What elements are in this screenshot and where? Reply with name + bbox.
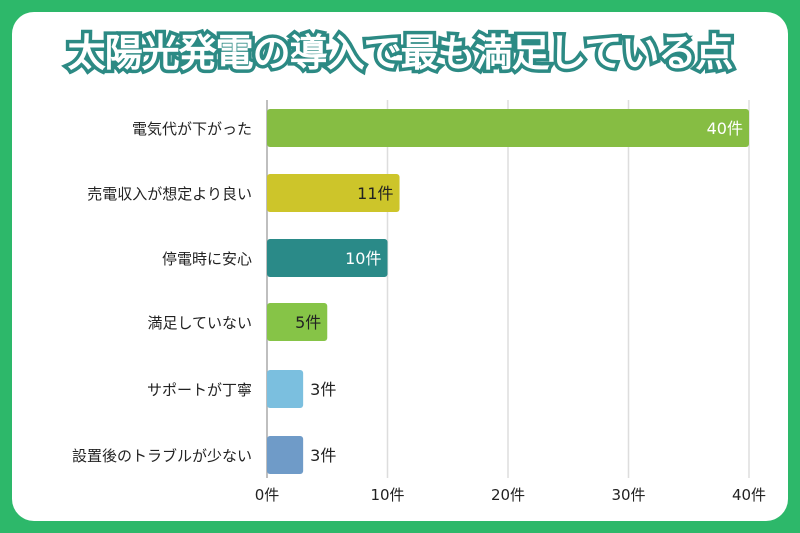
bar xyxy=(267,239,388,277)
bar xyxy=(267,303,328,341)
data-label: 40件 xyxy=(707,119,743,138)
bar xyxy=(267,370,304,408)
data-label: 3件 xyxy=(310,446,336,465)
category-label: サポートが丁寧 xyxy=(147,381,252,399)
data-label: 11件 xyxy=(357,184,393,203)
x-tick-label: 30件 xyxy=(611,486,645,504)
category-label: 停電時に安心 xyxy=(162,250,252,268)
x-tick-label: 20件 xyxy=(491,486,525,504)
category-label: 満足していない xyxy=(147,314,252,332)
chart-title: 太陽光発電の導入で最も満足している点 xyxy=(64,28,737,79)
x-tick-label: 40件 xyxy=(732,486,766,504)
bar xyxy=(267,174,400,212)
x-tick-label: 0件 xyxy=(255,486,280,504)
chart-card xyxy=(12,12,788,521)
data-label: 3件 xyxy=(310,380,336,399)
x-tick-label: 10件 xyxy=(370,486,404,504)
category-label: 電気代が下がった xyxy=(132,120,252,138)
bar xyxy=(267,109,749,147)
bar xyxy=(267,436,304,474)
data-label: 10件 xyxy=(345,249,381,268)
category-label: 売電収入が想定より良い xyxy=(87,185,252,203)
data-label: 5件 xyxy=(295,313,321,332)
category-label: 設置後のトラブルが少ない xyxy=(72,447,252,465)
